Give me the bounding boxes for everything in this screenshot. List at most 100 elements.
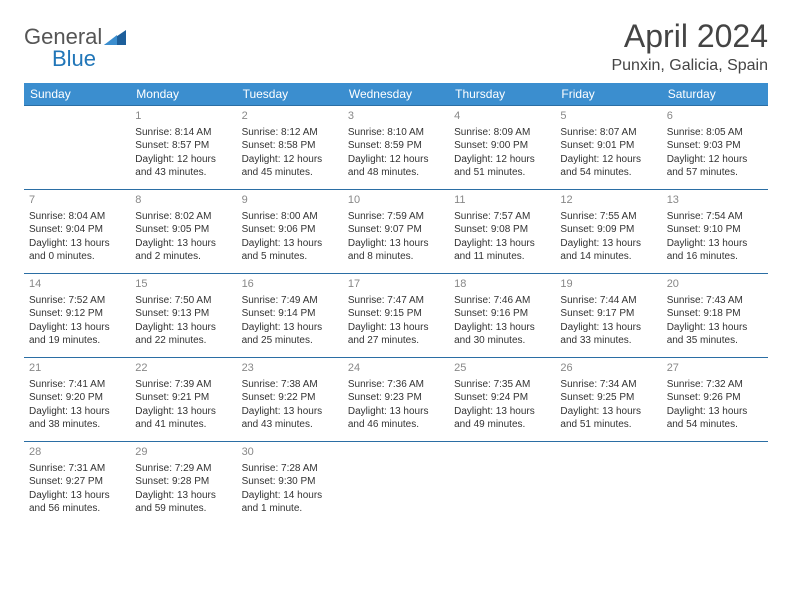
weekday-header: Friday [555,83,661,106]
day-detail-line: and 14 minutes. [560,250,656,264]
day-detail-line: Sunrise: 7:32 AM [667,378,763,392]
day-detail-line: and 1 minute. [242,502,338,516]
day-cell: 12Sunrise: 7:55 AMSunset: 9:09 PMDayligh… [555,190,661,274]
day-detail-line: Daylight: 13 hours [242,237,338,251]
day-detail-line: Daylight: 13 hours [29,489,125,503]
day-detail-line: Sunset: 9:23 PM [348,391,444,405]
day-detail-line: Sunrise: 7:49 AM [242,294,338,308]
day-detail-line: Daylight: 13 hours [348,237,444,251]
day-cell: 11Sunrise: 7:57 AMSunset: 9:08 PMDayligh… [449,190,555,274]
day-number: 5 [560,109,656,124]
day-detail-line: Daylight: 13 hours [454,237,550,251]
calendar-body: 1Sunrise: 8:14 AMSunset: 8:57 PMDaylight… [24,106,768,526]
day-detail-line: and 27 minutes. [348,334,444,348]
day-cell: 21Sunrise: 7:41 AMSunset: 9:20 PMDayligh… [24,358,130,442]
day-cell: 27Sunrise: 7:32 AMSunset: 9:26 PMDayligh… [662,358,768,442]
day-detail-line: and 5 minutes. [242,250,338,264]
day-detail-line: Sunset: 9:26 PM [667,391,763,405]
day-detail-line: Sunrise: 7:38 AM [242,378,338,392]
day-detail-line: Sunset: 9:08 PM [454,223,550,237]
day-number: 17 [348,277,444,292]
day-detail-line: Sunset: 9:07 PM [348,223,444,237]
day-detail-line: Sunrise: 8:07 AM [560,126,656,140]
day-detail-line: Sunset: 9:20 PM [29,391,125,405]
day-detail-line: Sunset: 9:06 PM [242,223,338,237]
day-detail-line: Sunrise: 7:52 AM [29,294,125,308]
page-header: GeneralBlue April 2024 Punxin, Galicia, … [24,18,768,75]
day-detail-line: Sunrise: 7:50 AM [135,294,231,308]
day-detail-line: Sunset: 9:24 PM [454,391,550,405]
day-detail-line: Daylight: 13 hours [560,405,656,419]
day-detail-line: and 8 minutes. [348,250,444,264]
day-detail-line: Sunset: 9:10 PM [667,223,763,237]
day-detail-line: Daylight: 13 hours [560,237,656,251]
day-detail-line: Sunrise: 7:35 AM [454,378,550,392]
day-detail-line: and 16 minutes. [667,250,763,264]
day-detail-line: Sunrise: 7:47 AM [348,294,444,308]
day-detail-line: Sunrise: 7:41 AM [29,378,125,392]
day-cell: 25Sunrise: 7:35 AMSunset: 9:24 PMDayligh… [449,358,555,442]
day-detail-line: and 35 minutes. [667,334,763,348]
day-detail-line: Sunset: 9:18 PM [667,307,763,321]
weekday-header: Wednesday [343,83,449,106]
day-detail-line: Sunrise: 7:28 AM [242,462,338,476]
day-detail-line: Daylight: 12 hours [560,153,656,167]
day-detail-line: Sunrise: 8:14 AM [135,126,231,140]
calendar-header-row: SundayMondayTuesdayWednesdayThursdayFrid… [24,83,768,106]
day-number: 11 [454,193,550,208]
day-detail-line: and 57 minutes. [667,166,763,180]
day-number: 14 [29,277,125,292]
day-detail-line: Sunset: 9:27 PM [29,475,125,489]
day-cell: 10Sunrise: 7:59 AMSunset: 9:07 PMDayligh… [343,190,449,274]
day-detail-line: Daylight: 13 hours [348,405,444,419]
day-detail-line: and 38 minutes. [29,418,125,432]
day-number: 15 [135,277,231,292]
calendar-page: GeneralBlue April 2024 Punxin, Galicia, … [0,0,792,544]
day-detail-line: Sunrise: 7:54 AM [667,210,763,224]
day-number: 9 [242,193,338,208]
day-detail-line: and 51 minutes. [454,166,550,180]
day-cell: 8 Sunrise: 8:02 AMSunset: 9:05 PMDaylight… [130,190,236,274]
day-number: 23 [242,361,338,376]
day-cell: 19Sunrise: 7:44 AMSunset: 9:17 PMDayligh… [555,274,661,358]
day-detail-line: and 0 minutes. [29,250,125,264]
day-detail-line: Sunset: 9:30 PM [242,475,338,489]
title-block: April 2024 Punxin, Galicia, Spain [611,18,768,75]
day-detail-line: Sunset: 8:59 PM [348,139,444,153]
day-detail-line: Daylight: 12 hours [348,153,444,167]
day-detail-line: Sunset: 9:04 PM [29,223,125,237]
day-number: 7 [29,193,125,208]
day-detail-line: Sunrise: 8:02 AM [135,210,231,224]
day-detail-line: and 11 minutes. [454,250,550,264]
day-number: 20 [667,277,763,292]
day-number: 16 [242,277,338,292]
day-detail-line: Sunset: 9:05 PM [135,223,231,237]
day-cell: 13Sunrise: 7:54 AMSunset: 9:10 PMDayligh… [662,190,768,274]
day-detail-line: and 43 minutes. [135,166,231,180]
day-detail-line: Daylight: 13 hours [135,237,231,251]
day-number: 10 [348,193,444,208]
day-detail-line: Sunrise: 8:10 AM [348,126,444,140]
day-detail-line: Sunset: 9:09 PM [560,223,656,237]
day-cell: 28Sunrise: 7:31 AMSunset: 9:27 PMDayligh… [24,442,130,526]
day-number: 8 [135,193,231,208]
day-detail-line: Sunrise: 8:05 AM [667,126,763,140]
weekday-header: Monday [130,83,236,106]
day-detail-line: Sunset: 9:14 PM [242,307,338,321]
day-detail-line: Sunrise: 8:04 AM [29,210,125,224]
day-detail-line: Sunrise: 7:29 AM [135,462,231,476]
day-cell: 3Sunrise: 8:10 AMSunset: 8:59 PMDaylight… [343,106,449,190]
day-cell: 15Sunrise: 7:50 AMSunset: 9:13 PMDayligh… [130,274,236,358]
day-detail-line: Sunset: 9:15 PM [348,307,444,321]
day-detail-line: Sunrise: 7:44 AM [560,294,656,308]
day-cell: 30Sunrise: 7:28 AMSunset: 9:30 PMDayligh… [237,442,343,526]
day-detail-line: Sunrise: 7:36 AM [348,378,444,392]
day-detail-line: Daylight: 13 hours [29,405,125,419]
day-detail-line: and 49 minutes. [454,418,550,432]
calendar-table: SundayMondayTuesdayWednesdayThursdayFrid… [24,83,768,526]
day-cell: 17Sunrise: 7:47 AMSunset: 9:15 PMDayligh… [343,274,449,358]
day-detail-line: Daylight: 13 hours [454,321,550,335]
day-cell: 20Sunrise: 7:43 AMSunset: 9:18 PMDayligh… [662,274,768,358]
day-detail-line: Sunset: 9:22 PM [242,391,338,405]
day-detail-line: Sunset: 9:03 PM [667,139,763,153]
